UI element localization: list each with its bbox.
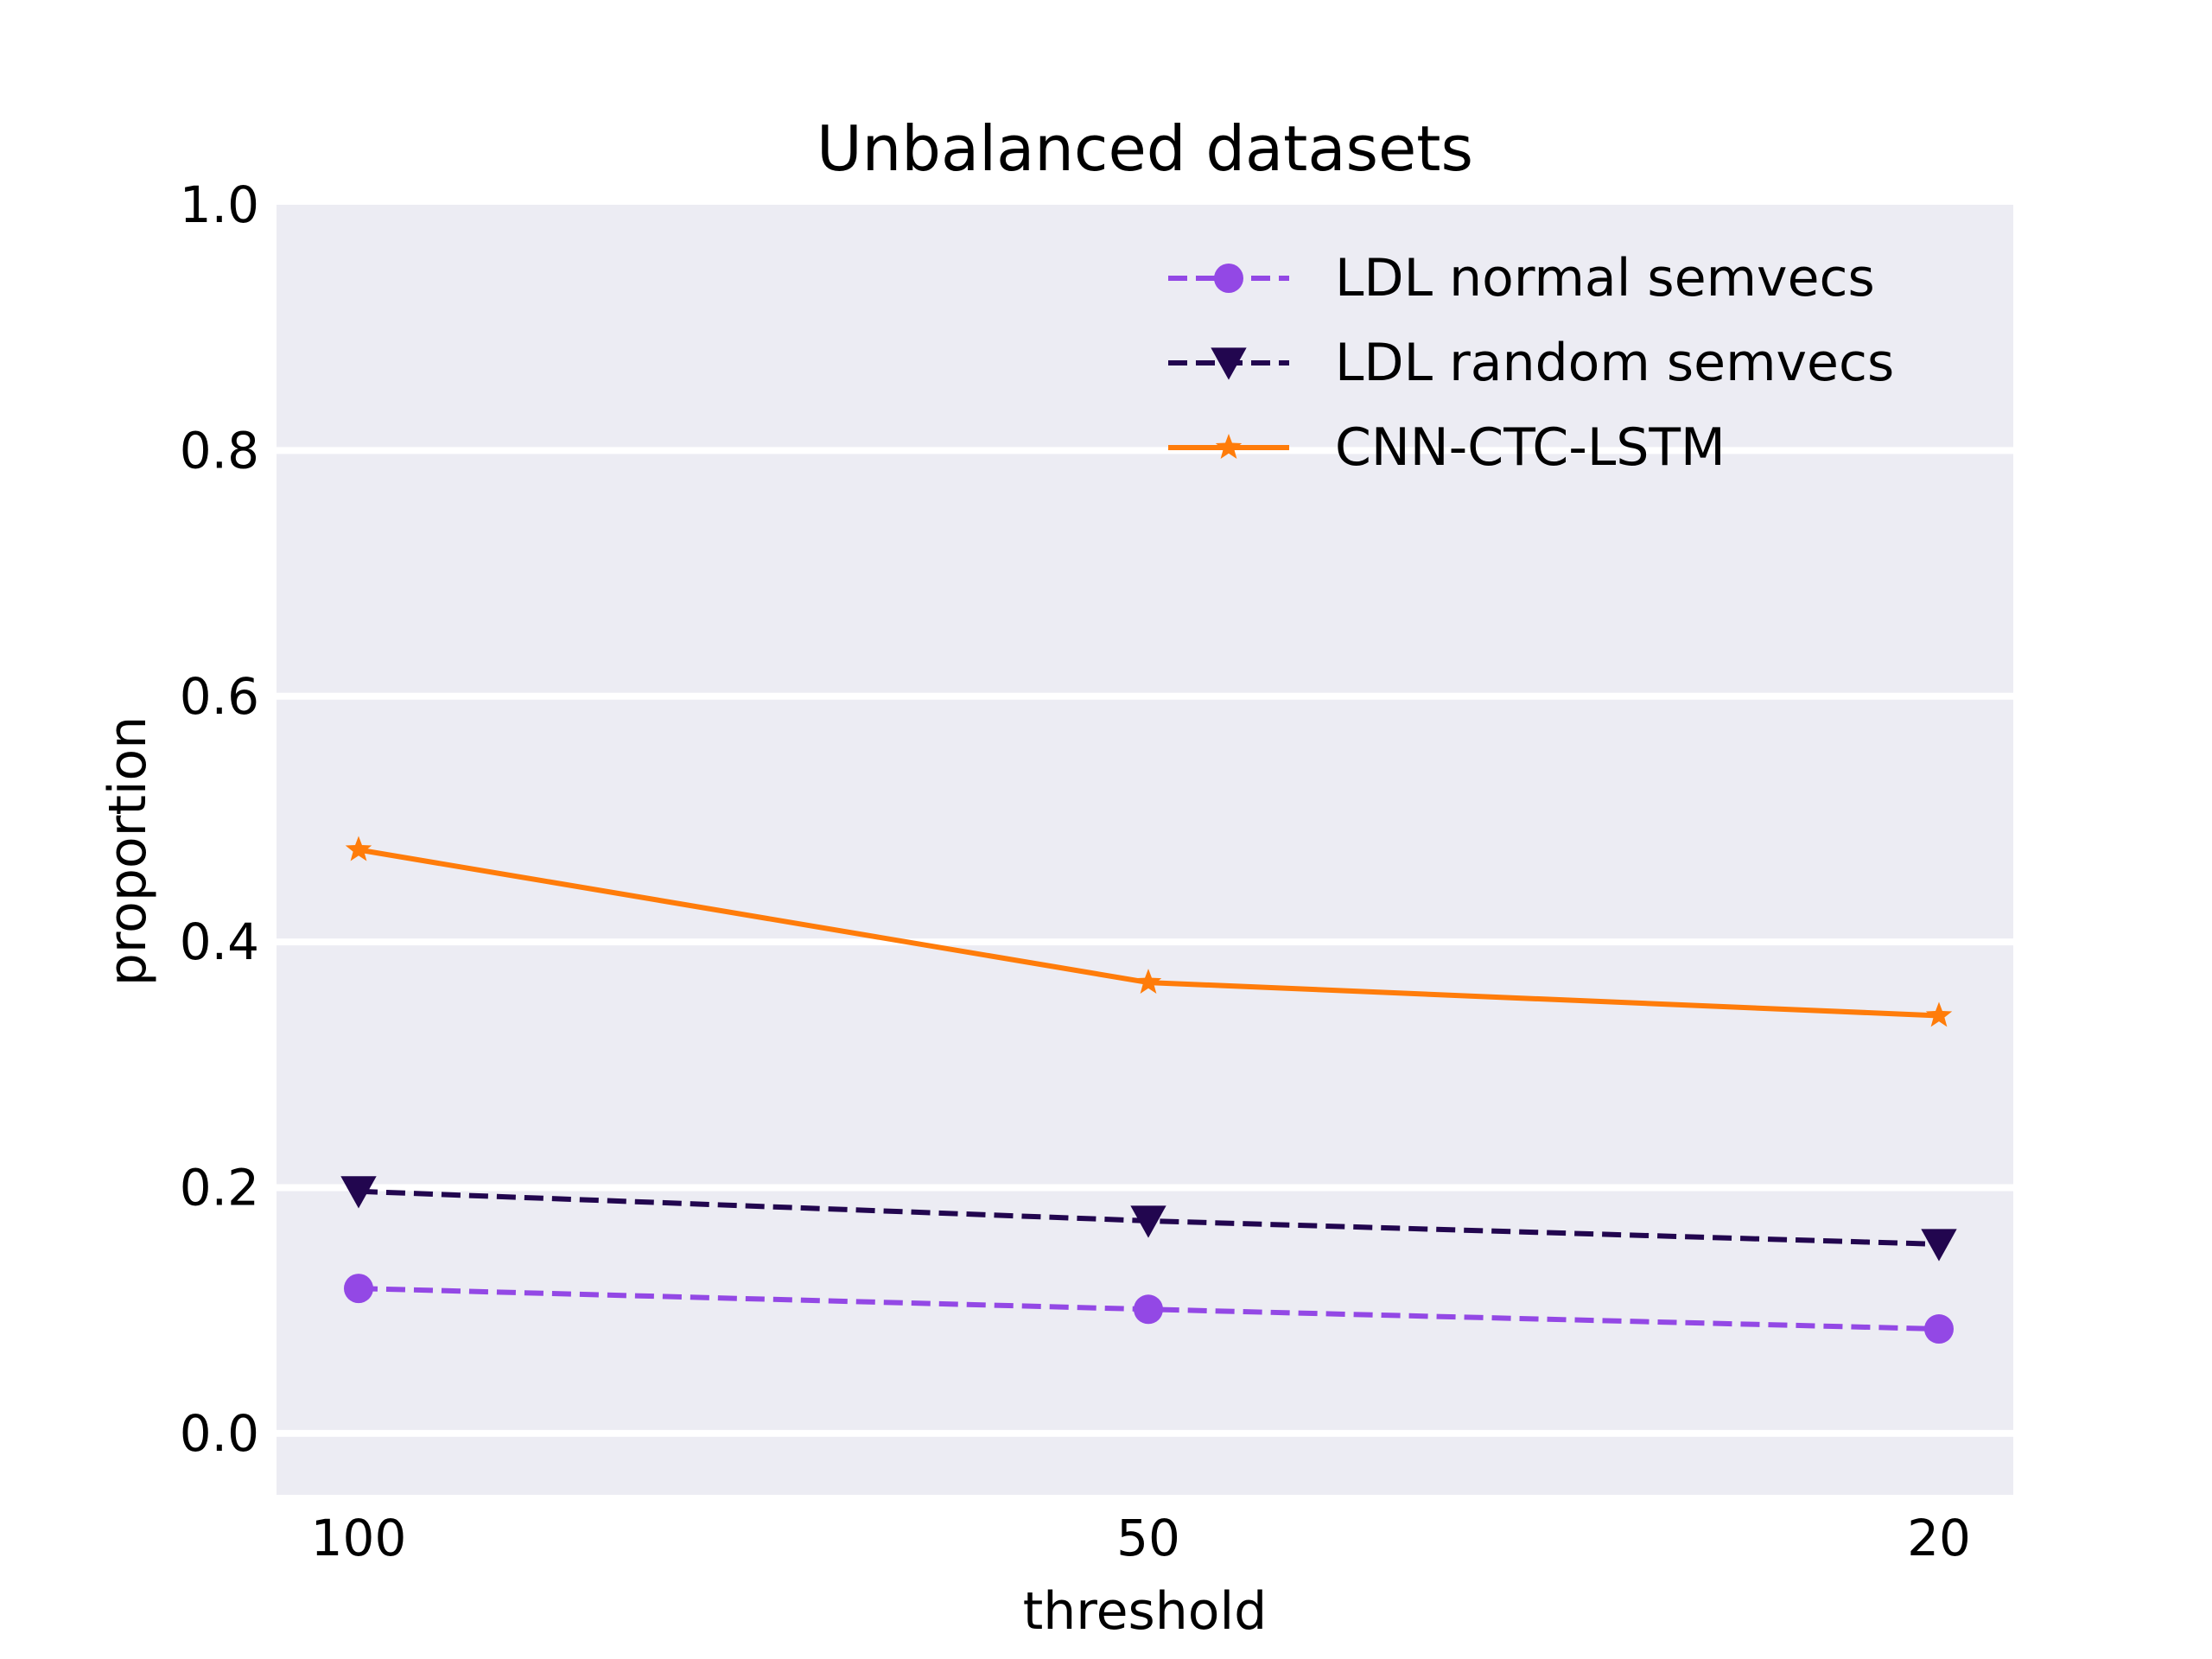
y-tick-labels: 0.0 0.2 0.4 0.6 0.8 1.0 <box>180 175 259 1463</box>
legend: LDL normal semvecs LDL random semvecs CNN-… <box>1168 248 1894 478</box>
series-cnn-ctc-lstm <box>345 836 1953 1027</box>
data-point <box>1135 969 1162 995</box>
y-axis-label: proportion <box>98 716 158 987</box>
plot-background <box>276 205 2013 1495</box>
x-tick-label: 100 <box>311 1509 407 1567</box>
x-tick-label: 20 <box>1907 1509 1971 1567</box>
data-point <box>1215 434 1243 459</box>
data-point <box>345 836 372 861</box>
y-tick-label: 0.0 <box>180 1404 259 1463</box>
y-tick-label: 0.2 <box>180 1159 259 1217</box>
data-point <box>1921 1229 1957 1262</box>
legend-entry: CNN-CTC-LSTM <box>1168 417 1726 478</box>
y-tick-label: 0.4 <box>180 912 259 971</box>
chart-title: Unbalanced datasets <box>817 112 1473 185</box>
data-point <box>1925 1001 1953 1027</box>
legend-label: CNN-CTC-LSTM <box>1335 417 1726 478</box>
legend-entry: LDL random semvecs <box>1168 333 1894 393</box>
x-tick-labels: 100 50 20 <box>311 1509 1971 1567</box>
y-tick-label: 0.8 <box>180 421 259 480</box>
legend-label: LDL random semvecs <box>1335 333 1894 393</box>
series-ldl-random-semvecs <box>340 1176 1957 1262</box>
series-ldl-normal-semvecs <box>344 1274 1954 1344</box>
data-point <box>340 1176 377 1209</box>
data-point <box>1134 1294 1163 1325</box>
data-point <box>1214 264 1243 293</box>
data-point <box>1130 1205 1166 1238</box>
series-layer <box>340 836 1957 1344</box>
data-point <box>344 1274 373 1304</box>
x-tick-label: 50 <box>1116 1509 1180 1567</box>
data-point <box>1211 347 1247 380</box>
data-point <box>1924 1314 1954 1344</box>
y-tick-label: 0.6 <box>180 667 259 726</box>
y-tick-label: 1.0 <box>180 175 259 234</box>
legend-label: LDL normal semvecs <box>1335 248 1875 308</box>
grid-lines <box>276 447 2013 1437</box>
x-axis-label: threshold <box>1023 1581 1268 1642</box>
legend-entry: LDL normal semvecs <box>1168 248 1875 308</box>
